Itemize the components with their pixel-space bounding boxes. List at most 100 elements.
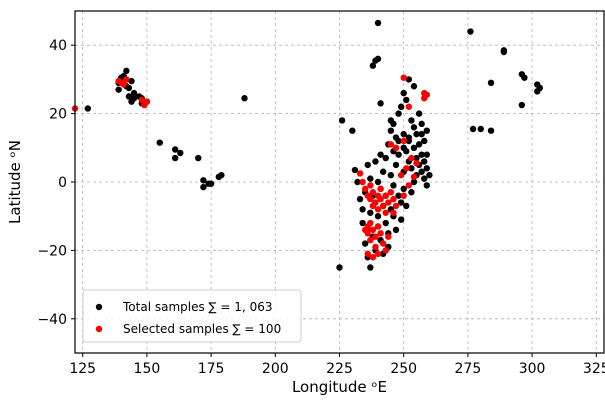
- data-point: [392, 226, 400, 234]
- data-point: [364, 250, 371, 258]
- data-point: [467, 28, 474, 35]
- data-point: [385, 233, 392, 240]
- data-point: [518, 101, 526, 109]
- data-point: [171, 154, 179, 162]
- data-point: [385, 199, 392, 206]
- data-point: [415, 110, 423, 117]
- x-tick-label: 325: [583, 361, 605, 377]
- data-point: [395, 137, 402, 145]
- data-point: [123, 67, 130, 75]
- x-tick-label: 250: [390, 361, 417, 377]
- data-point: [469, 125, 477, 133]
- data-point: [408, 117, 415, 124]
- data-point: [392, 161, 400, 169]
- data-point: [377, 185, 384, 193]
- data-point: [426, 171, 433, 179]
- data-point: [395, 151, 402, 158]
- data-point: [123, 76, 130, 83]
- data-point: [361, 185, 369, 193]
- data-point: [367, 264, 374, 271]
- data-point: [367, 236, 374, 244]
- data-point: [418, 168, 425, 175]
- data-point: [200, 177, 207, 184]
- legend-label: Selected samples ∑ = 100: [123, 322, 281, 336]
- y-tick-label: 0: [58, 175, 67, 191]
- data-point: [400, 144, 407, 151]
- data-point: [413, 154, 420, 162]
- data-point: [400, 130, 407, 138]
- data-point: [372, 158, 379, 165]
- data-point: [372, 199, 379, 206]
- data-point: [395, 192, 402, 199]
- data-point: [367, 209, 374, 216]
- data-point: [397, 199, 405, 206]
- y-axis-label: Latitude ᵒN: [6, 140, 24, 224]
- data-point: [392, 202, 400, 210]
- data-point: [390, 182, 397, 189]
- data-point: [338, 117, 346, 124]
- data-point: [423, 127, 431, 134]
- data-point: [374, 19, 382, 27]
- data-point: [405, 76, 413, 83]
- data-point: [156, 139, 163, 146]
- legend-label: Total samples ∑ = 1, 063: [122, 300, 272, 314]
- data-point: [130, 95, 138, 102]
- data-point: [367, 219, 374, 227]
- data-point: [374, 178, 382, 186]
- data-point: [177, 149, 184, 157]
- x-tick-label: 300: [519, 361, 546, 377]
- data-point: [390, 195, 397, 203]
- data-point: [367, 182, 374, 189]
- data-point: [413, 130, 420, 138]
- data-point: [356, 170, 364, 177]
- data-point: [374, 250, 382, 258]
- series-total-samples: [84, 19, 544, 271]
- data-point: [418, 130, 425, 138]
- x-tick-label: 150: [134, 361, 161, 377]
- data-point: [410, 83, 418, 90]
- data-point: [377, 195, 384, 203]
- data-point: [359, 206, 366, 213]
- legend: Total samples ∑ = 1, 063 Selected samples…: [82, 289, 302, 343]
- data-point: [128, 77, 135, 85]
- x-tick-label: 200: [262, 361, 289, 377]
- y-tick-label: −40: [37, 312, 67, 328]
- y-tick-label: −20: [37, 243, 67, 259]
- data-point: [195, 154, 202, 162]
- data-point: [120, 81, 127, 88]
- data-point: [367, 195, 374, 203]
- data-point: [400, 185, 407, 193]
- data-point: [361, 226, 369, 234]
- data-point: [125, 84, 133, 92]
- data-point: [115, 86, 122, 93]
- data-point: [403, 96, 410, 104]
- legend-marker: [95, 303, 103, 311]
- x-tick-label: 125: [69, 361, 96, 377]
- legend-marker: [95, 325, 103, 333]
- data-point: [408, 165, 415, 172]
- y-tick-label: 40: [49, 38, 67, 54]
- data-point: [405, 182, 413, 189]
- data-point: [521, 74, 528, 81]
- data-point: [382, 154, 389, 162]
- data-point: [143, 98, 151, 105]
- data-point: [400, 137, 407, 145]
- data-point: [84, 105, 92, 112]
- data-point: [369, 226, 377, 234]
- data-point: [364, 161, 371, 169]
- data-point: [487, 79, 495, 87]
- data-point: [536, 84, 544, 92]
- data-point: [218, 171, 225, 179]
- data-point: [369, 189, 377, 196]
- data-point: [403, 202, 410, 210]
- data-point: [408, 189, 415, 196]
- data-point: [372, 243, 379, 251]
- series-selected-samples: [71, 74, 431, 261]
- axis-ticks: 125 150 175 200 225 250 275 300 325 −40 −20 0 20 40: [37, 38, 605, 377]
- data-point: [413, 159, 420, 167]
- data-point: [379, 168, 387, 175]
- data-point: [423, 151, 431, 158]
- data-point: [405, 134, 413, 141]
- data-point: [374, 223, 382, 230]
